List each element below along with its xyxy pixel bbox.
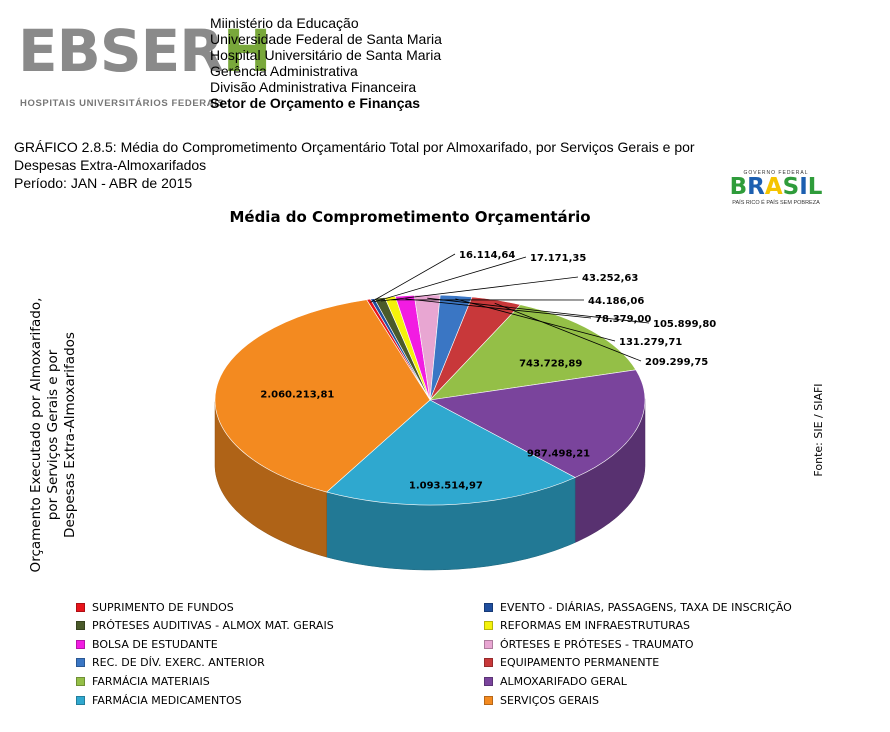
logo-main-text: EBSER xyxy=(18,17,224,85)
y-axis-label-line: Despesas Extra-Almoxarifados xyxy=(62,332,78,538)
institution-line-sector: Setor de Orçamento e Finanças xyxy=(210,95,421,111)
legend-item: ALMOXARIFADO GERAL xyxy=(484,672,627,690)
legend-item: SUPRIMENTO DE FUNDOS xyxy=(76,598,234,616)
pie-data-label: 2.060.213,81 xyxy=(260,389,334,400)
pie-slice xyxy=(214,299,431,493)
leader-line xyxy=(370,253,456,303)
legend-swatch xyxy=(76,695,85,705)
caption-period: Período: JAN - ABR de 2015 xyxy=(14,175,193,191)
leader-line xyxy=(373,256,527,303)
legend-item: FARMÁCIA MATERIAIS xyxy=(76,672,210,690)
ebserh-logo: EBSERH HOSPITAIS UNIVERSITÁRIOS FEDERAIS xyxy=(18,18,271,113)
pie-data-label: 17.171,35 xyxy=(530,253,586,264)
legend-swatch xyxy=(484,621,493,631)
pie-data-label: 78.379,00 xyxy=(595,314,651,325)
pie-data-label: 1.093.514,97 xyxy=(409,481,483,492)
brasil-logo: GOVERNO FEDERAL BRASIL PAÍS RICO É PAÍS … xyxy=(726,170,826,210)
institution-line: Gerência Administrativa xyxy=(210,63,358,79)
legend-item: EVENTO - DIÁRIAS, PASSAGENS, TAXA DE INS… xyxy=(484,598,792,616)
institution-line: Hospital Universitário de Santa Maria xyxy=(210,47,442,63)
legend-item: EQUIPAMENTO PERMANENTE xyxy=(484,654,659,672)
institution-line: Divisão Administrativa Financeira xyxy=(210,79,417,95)
pie-data-label: 743.728,89 xyxy=(519,358,582,369)
legend-item: ÓRTESES E PRÓTESES - TRAUMATO xyxy=(484,635,694,653)
y-axis-label: Orçamento Executado por Almoxarifado, por… xyxy=(28,298,78,573)
caption-line: GRÁFICO 2.8.5: Média do Comprometimento … xyxy=(14,139,695,155)
leader-line xyxy=(427,297,650,324)
legend-item: SERVIÇOS GERAIS xyxy=(484,691,599,709)
legend-swatch xyxy=(76,676,85,686)
pie-data-label: 105.899,80 xyxy=(653,319,716,330)
legend-label: ALMOXARIFADO GERAL xyxy=(500,674,627,688)
leader-line xyxy=(405,298,592,319)
pie-data-label: 209.299,75 xyxy=(645,357,708,368)
legend-item: PRÓTESES AUDITIVAS - ALMOX MAT. GERAIS xyxy=(76,617,334,635)
leader-line xyxy=(381,276,579,302)
leader-line xyxy=(494,302,642,362)
legend-swatch xyxy=(484,658,493,668)
source-label: Fonte: SIE / SIAFI xyxy=(812,383,825,476)
legend-swatch xyxy=(76,602,85,612)
legend-swatch xyxy=(76,621,85,631)
legend-label: EVENTO - DIÁRIAS, PASSAGENS, TAXA DE INS… xyxy=(500,600,792,614)
legend-swatch xyxy=(484,602,493,612)
chart-title: Média do Comprometimento Orçamentário xyxy=(229,208,590,226)
logo-subtitle: HOSPITAIS UNIVERSITÁRIOS FEDERAIS xyxy=(20,98,225,109)
legend-label: EQUIPAMENTO PERMANENTE xyxy=(500,656,660,670)
caption-line: Despesas Extra-Almoxarifados xyxy=(14,157,207,173)
institution-block: Miinistério da Educação Universidade Fed… xyxy=(210,15,442,111)
pie-data-label: 131.279,71 xyxy=(619,337,682,348)
pie-slice xyxy=(429,369,646,478)
legend-label: SUPRIMENTO DE FUNDOS xyxy=(92,600,234,614)
pie-data-label: 43.252,63 xyxy=(582,273,638,284)
pie-slice xyxy=(325,399,576,506)
legend-swatch xyxy=(484,639,493,649)
legend-label: ÓRTESES E PRÓTESES - TRAUMATO xyxy=(500,637,694,651)
legend-item: FARMÁCIA MEDICAMENTOS xyxy=(76,691,242,709)
legend-label: FARMÁCIA MATERIAIS xyxy=(92,674,210,688)
legend-item: REC. DE DÍV. EXERC. ANTERIOR xyxy=(76,654,265,672)
legend-label: FARMÁCIA MEDICAMENTOS xyxy=(92,693,242,707)
brasil-logo-tagline: PAÍS RICO É PAÍS SEM POBREZA xyxy=(732,200,820,206)
legend-label: BOLSA DE ESTUDANTE xyxy=(92,637,218,651)
pie-data-label: 44.186,06 xyxy=(588,296,644,307)
institution-line: Universidade Federal de Santa Maria xyxy=(210,31,442,47)
legend-swatch xyxy=(76,639,85,649)
institution-line: Miinistério da Educação xyxy=(210,15,359,31)
pie-data-label: 987.498,21 xyxy=(527,448,590,459)
y-axis-label-line: por Serviços Gerais e por xyxy=(45,349,61,520)
legend-swatch xyxy=(484,695,493,705)
legend-label: SERVIÇOS GERAIS xyxy=(500,693,599,707)
legend-label: REFORMAS EM INFRAESTRUTURAS xyxy=(500,619,690,633)
pie-data-label: 16.114,64 xyxy=(459,250,515,261)
legend-swatch xyxy=(76,658,85,668)
legend-item: BOLSA DE ESTUDANTE xyxy=(76,635,218,653)
legend-item: REFORMAS EM INFRAESTRUTURAS xyxy=(484,617,690,635)
legend-label: PRÓTESES AUDITIVAS - ALMOX MAT. GERAIS xyxy=(92,619,334,633)
leader-line xyxy=(455,298,616,342)
pie-slice xyxy=(429,304,637,401)
brasil-logo-main: BRASIL xyxy=(729,174,823,200)
legend-label: REC. DE DÍV. EXERC. ANTERIOR xyxy=(92,656,265,670)
y-axis-label-line: Orçamento Executado por Almoxarifado, xyxy=(28,298,44,573)
legend-swatch xyxy=(484,676,493,686)
brasil-logo-top: GOVERNO FEDERAL xyxy=(743,170,809,176)
figure-caption: GRÁFICO 2.8.5: Média do Comprometimento … xyxy=(14,138,734,192)
logo-highlight-text: H xyxy=(222,17,272,85)
